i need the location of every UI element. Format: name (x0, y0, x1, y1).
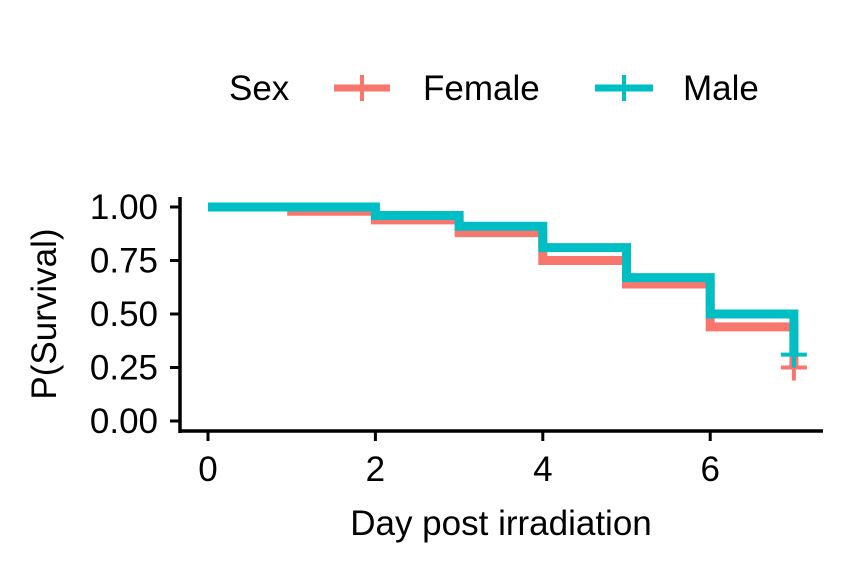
legend-key-female (334, 75, 390, 101)
censor-mark-male (780, 341, 807, 368)
y-tick-label: 0.00 (90, 402, 158, 441)
x-axis-title: Day post irradiation (350, 504, 652, 543)
x-ticks: 0 2 4 6 (198, 431, 720, 489)
series-line-male (208, 202, 799, 355)
series-layer (208, 202, 807, 381)
y-ticks: 0.00 0.25 0.50 0.75 1.00 (90, 188, 180, 441)
x-tick-label: 6 (700, 450, 719, 489)
legend-title: Sex (229, 69, 290, 108)
x-tick-label: 4 (533, 450, 552, 489)
x-tick-label: 0 (198, 450, 217, 489)
legend: Sex Female Male (229, 69, 759, 108)
y-tick-label: 1.00 (90, 188, 158, 227)
y-tick-label: 0.25 (90, 349, 158, 388)
legend-key-male (595, 75, 653, 101)
legend-label-male: Male (683, 69, 759, 108)
x-tick-label: 2 (366, 450, 385, 489)
y-tick-label: 0.75 (90, 242, 158, 281)
y-tick-label: 0.50 (90, 295, 158, 334)
legend-label-female: Female (423, 69, 540, 108)
y-axis-title: P(Survival) (25, 228, 64, 399)
